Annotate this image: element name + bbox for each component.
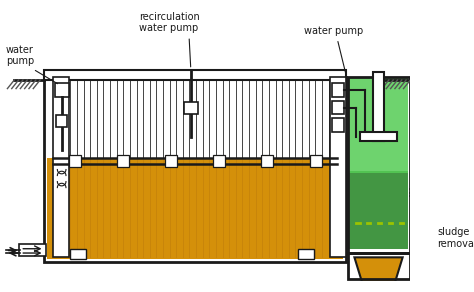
Bar <box>347 253 410 279</box>
Bar <box>299 249 314 259</box>
Bar <box>332 118 344 132</box>
Bar <box>184 102 198 114</box>
Bar <box>70 249 86 259</box>
Bar <box>56 115 67 127</box>
Bar <box>47 158 343 259</box>
Bar <box>45 77 346 262</box>
Bar <box>349 78 408 173</box>
Bar <box>45 69 346 80</box>
Bar <box>53 77 69 257</box>
Bar <box>262 155 273 167</box>
Bar <box>213 155 225 167</box>
Bar <box>330 77 346 257</box>
Bar <box>55 84 69 97</box>
Bar <box>347 77 410 253</box>
Bar <box>349 171 408 249</box>
Bar <box>332 84 344 97</box>
Bar <box>165 155 177 167</box>
Text: sludge
removal: sludge removal <box>437 227 474 249</box>
Text: recirculation
water pump: recirculation water pump <box>139 12 200 67</box>
Text: water pump: water pump <box>304 26 364 78</box>
Text: water
pump: water pump <box>6 45 57 84</box>
Bar <box>374 72 383 141</box>
Bar <box>425 187 426 198</box>
Bar <box>117 155 129 167</box>
Bar <box>69 155 81 167</box>
Bar <box>360 133 398 141</box>
Bar <box>310 155 322 167</box>
Bar <box>332 101 344 114</box>
Bar <box>18 244 46 256</box>
Polygon shape <box>355 257 402 292</box>
